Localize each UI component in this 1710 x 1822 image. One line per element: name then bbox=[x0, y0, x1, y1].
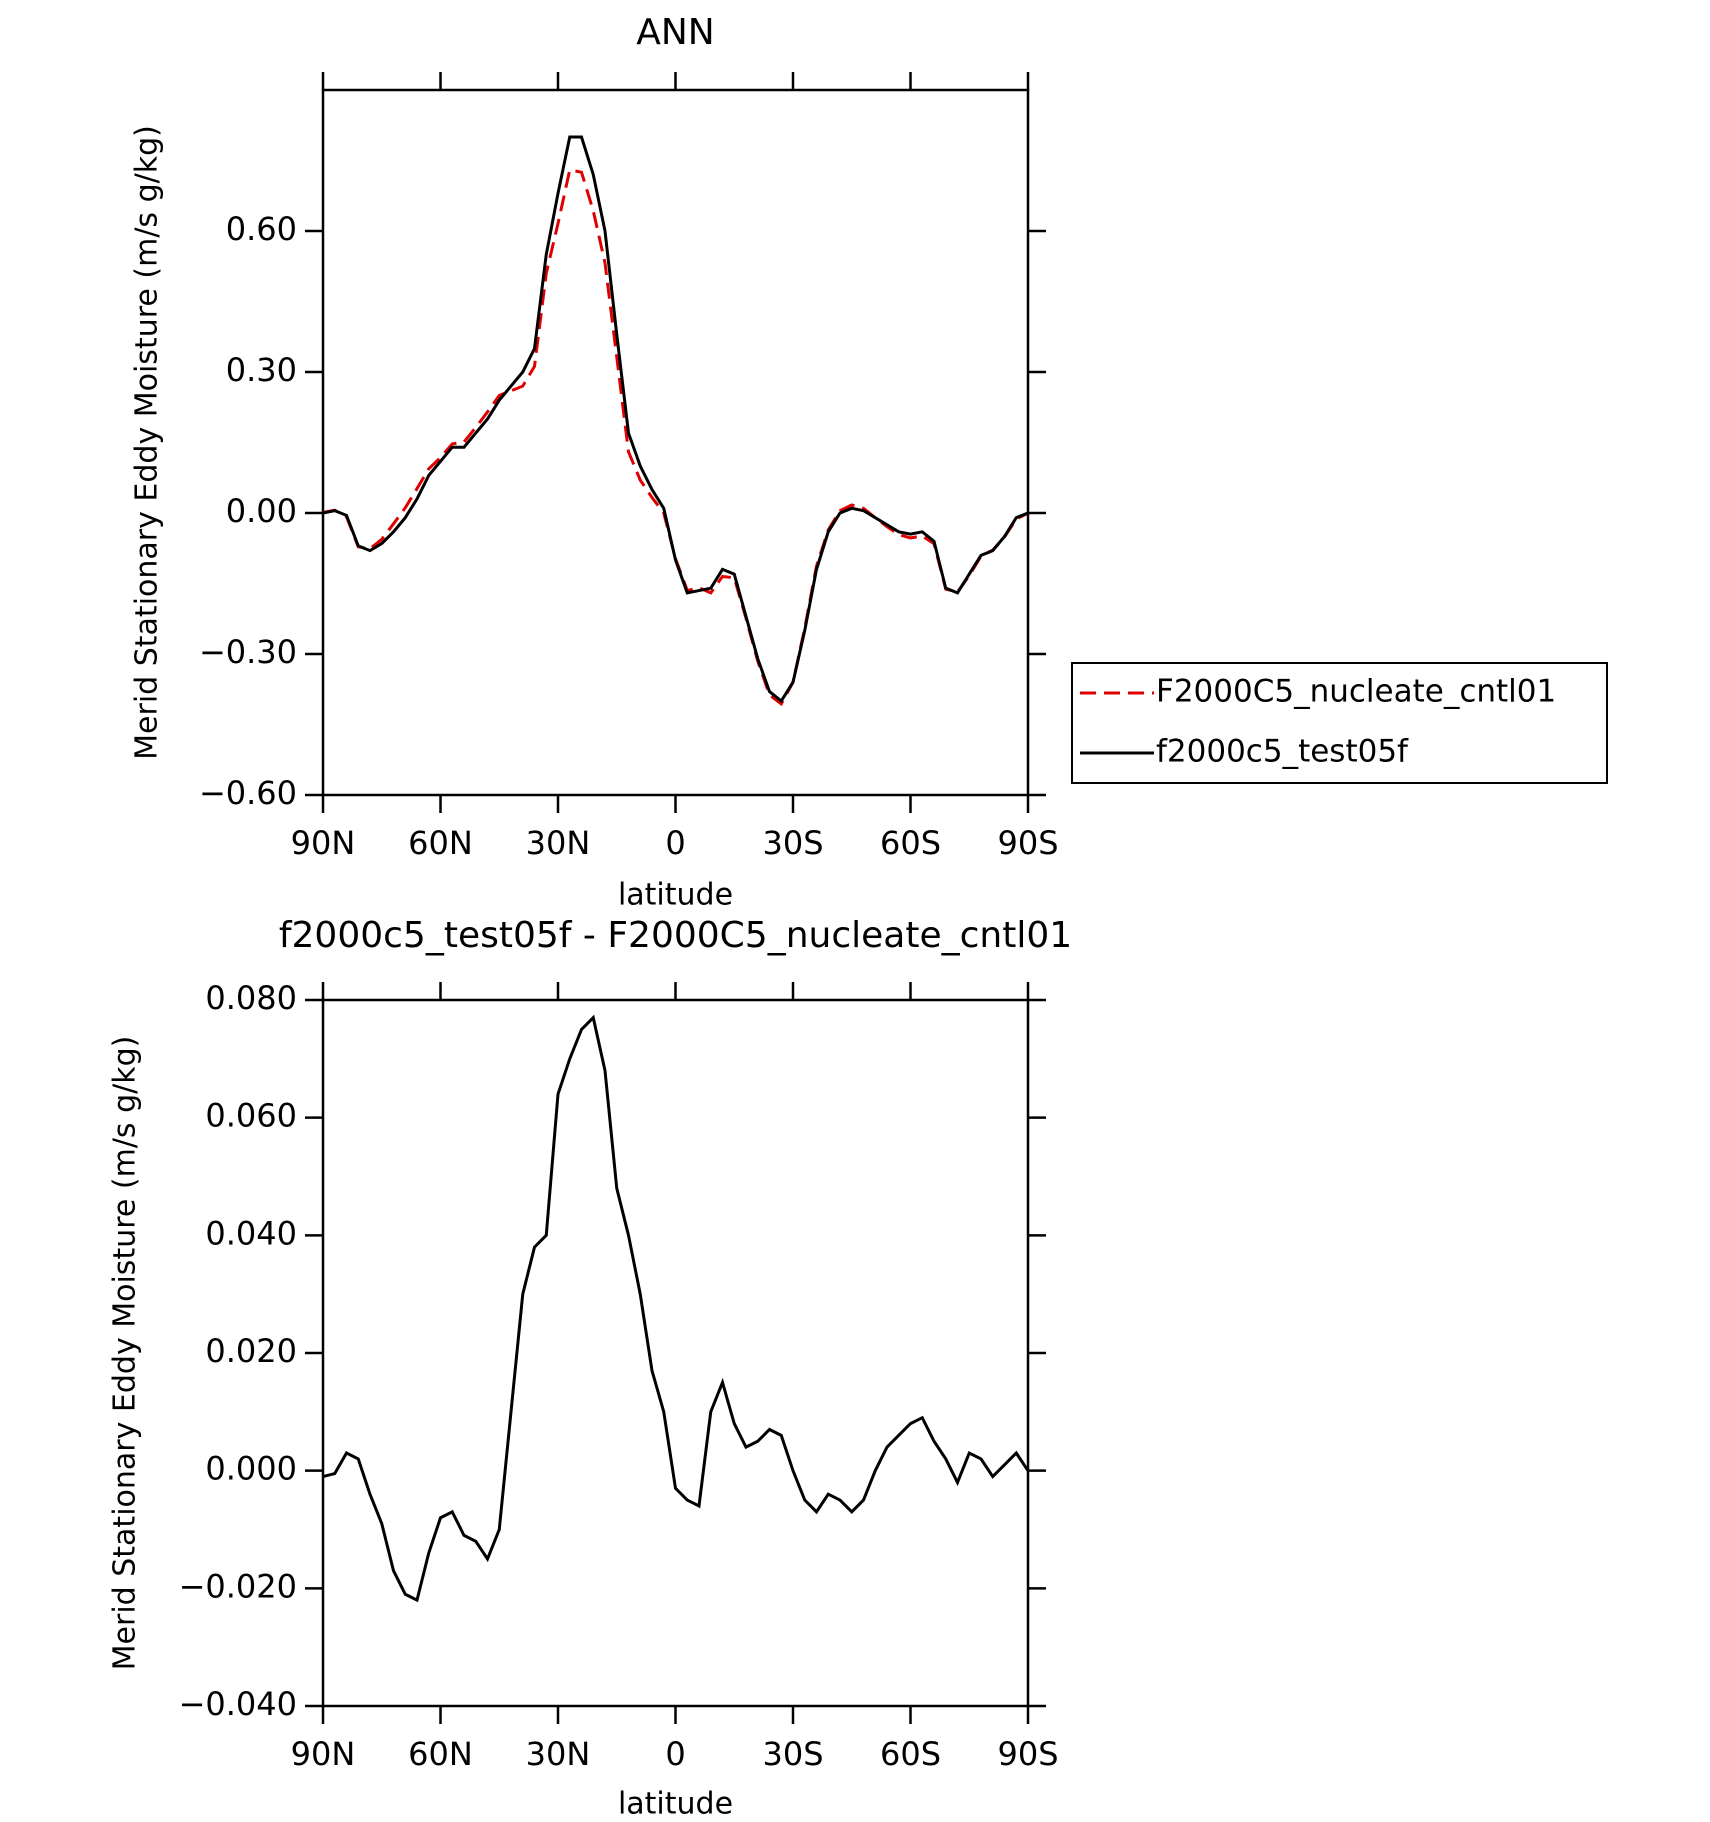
x-tick-label: 90S bbox=[997, 1735, 1058, 1773]
y-tick-label: −0.60 bbox=[199, 774, 297, 812]
chart-title: ANN bbox=[636, 12, 715, 53]
legend-label: f2000c5_test05f bbox=[1156, 734, 1409, 770]
data-line bbox=[322, 168, 1029, 707]
y-tick-label: 0.040 bbox=[205, 1214, 297, 1252]
x-tick-label: 60S bbox=[880, 824, 941, 862]
x-axis-label: latitude bbox=[618, 878, 733, 913]
x-tick-label: 0 bbox=[665, 1735, 685, 1773]
y-tick-label: −0.30 bbox=[199, 633, 297, 671]
x-tick-label: 90N bbox=[291, 1735, 356, 1773]
y-axis-label: Merid Stationary Eddy Moisture (m/s g/kg… bbox=[130, 125, 165, 760]
data-line bbox=[322, 135, 1029, 704]
y-tick-label: 0.00 bbox=[226, 492, 297, 530]
x-axis-label: latitude bbox=[618, 1787, 733, 1822]
x-tick-label: 60S bbox=[880, 1735, 941, 1773]
y-tick-label: 0.080 bbox=[205, 979, 297, 1017]
data-line bbox=[322, 1014, 1030, 1603]
x-tick-label: 90S bbox=[997, 824, 1058, 862]
y-tick-label: −0.040 bbox=[179, 1685, 297, 1723]
x-tick-label: 30N bbox=[526, 1735, 591, 1773]
y-tick-label: 0.000 bbox=[205, 1450, 297, 1488]
legend-label: F2000C5_nucleate_cntl01 bbox=[1156, 674, 1556, 710]
y-tick-label: 0.020 bbox=[205, 1332, 297, 1370]
plot-frame bbox=[321, 88, 1030, 797]
x-tick-label: 90N bbox=[291, 824, 356, 862]
x-tick-label: 0 bbox=[665, 824, 685, 862]
y-tick-label: −0.020 bbox=[179, 1567, 297, 1605]
legend-box bbox=[1071, 662, 1608, 784]
x-tick-label: 60N bbox=[408, 1735, 473, 1773]
y-axis-label: Merid Stationary Eddy Moisture (m/s g/kg… bbox=[108, 1036, 143, 1671]
x-tick-label: 30S bbox=[762, 824, 823, 862]
x-tick-label: 30S bbox=[762, 1735, 823, 1773]
y-tick-label: 0.30 bbox=[226, 351, 297, 389]
chart-title: f2000c5_test05f - F2000C5_nucleate_cntl0… bbox=[279, 915, 1072, 956]
x-tick-label: 60N bbox=[408, 824, 473, 862]
y-tick-label: 0.60 bbox=[226, 210, 297, 248]
y-tick-label: 0.060 bbox=[205, 1097, 297, 1135]
x-tick-label: 30N bbox=[526, 824, 591, 862]
plot-frame bbox=[321, 998, 1030, 1708]
